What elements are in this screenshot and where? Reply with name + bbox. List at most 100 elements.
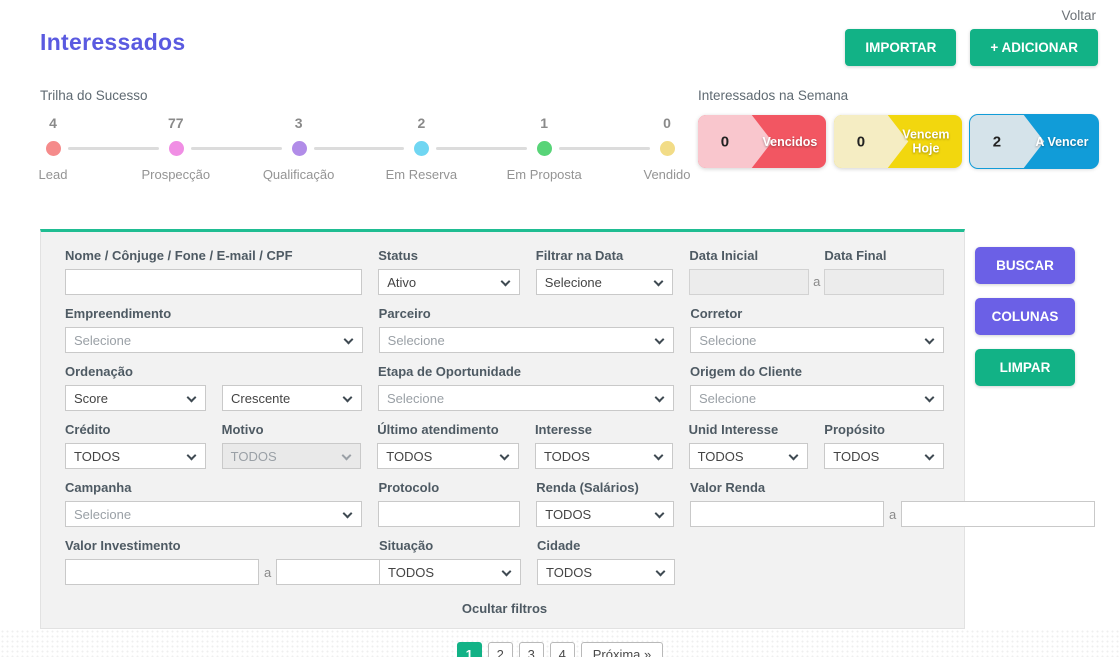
week-badge-1[interactable]: 0 Vencem Hoje — [834, 115, 962, 168]
next-page-button[interactable]: Próxima » — [580, 642, 664, 657]
select-value: TODOS — [833, 448, 880, 464]
ordenacao-select[interactable]: Score — [65, 385, 206, 411]
filter-label: Data Inicial — [689, 248, 759, 263]
chevron-down-icon — [653, 450, 664, 461]
status-select[interactable]: Ativo — [378, 269, 520, 295]
hide-filters-link[interactable]: Ocultar filtros — [461, 601, 548, 616]
ultimo_atendimento-select[interactable]: TODOS — [377, 443, 519, 469]
page-button-1[interactable]: 1 — [456, 642, 482, 657]
select-value: Selecione — [387, 390, 445, 406]
select-value: TODOS — [230, 448, 277, 464]
back-link[interactable]: Voltar — [1061, 8, 1096, 23]
step-label: Qualificação — [262, 167, 335, 182]
filter-label: Data Final — [824, 248, 887, 263]
renda-select[interactable]: TODOS — [536, 501, 674, 527]
filter-label: Nome / Cônjuge / Fone / E-mail / CPF — [65, 248, 293, 263]
add-button[interactable]: + ADICIONAR — [970, 29, 1098, 66]
valor_investimento-from-input[interactable] — [65, 559, 259, 585]
page-button-2[interactable]: 2 — [487, 642, 513, 657]
pagination: 1 2 3 4 Próxima » — [0, 629, 1120, 657]
step-count: 2 — [417, 115, 426, 131]
filter-label: Campanha — [65, 480, 132, 495]
filter-row-4: Crédito TODOS Motivo TODOS Último atendime… — [65, 422, 944, 469]
chevron-down-icon — [788, 450, 799, 461]
success-track-section: Trilha do Sucesso 4 Lead 77 Prospecção 3 Qual… — [38, 88, 691, 187]
origem_cliente-select[interactable]: Selecione — [690, 385, 944, 411]
step-label: Em Proposta — [506, 167, 582, 182]
filter-label: Renda (Salários) — [536, 480, 639, 495]
valor_renda-to-input[interactable] — [901, 501, 1096, 527]
filter-label: Ordenação — [65, 364, 133, 379]
filter-label: Propósito — [824, 422, 885, 437]
range-separator: a — [889, 506, 897, 522]
filter-field-ordenacao-direcao: Crescente — [222, 364, 362, 411]
page-button-4[interactable]: 4 — [549, 642, 575, 657]
select-value: TODOS — [543, 448, 590, 464]
filter-label: Interesse — [534, 422, 593, 437]
nome-input[interactable] — [65, 269, 363, 295]
chevron-down-icon — [924, 392, 935, 403]
badge-label: Vencem Hoje — [902, 127, 950, 156]
corretor-select[interactable]: Selecione — [690, 327, 945, 353]
track-step-4: 1 Em Proposta — [507, 115, 654, 187]
filter-label: Empreendimento — [65, 306, 172, 321]
select-value: TODOS — [545, 506, 592, 522]
filter-label: Último atendimento — [377, 422, 499, 437]
chevron-down-icon — [500, 276, 511, 287]
proposito-select[interactable]: TODOS — [824, 443, 944, 469]
etapa_oportunidade-select[interactable]: Selecione — [378, 385, 674, 411]
step-connector — [190, 147, 282, 150]
select-value: TODOS — [386, 448, 433, 464]
track-step-0: 4 Lead — [38, 115, 163, 187]
badge-label: A Vencer — [1035, 134, 1089, 149]
page-button-3[interactable]: 3 — [518, 642, 544, 657]
credito-select[interactable]: TODOS — [65, 443, 206, 469]
unid_interesse-select[interactable]: TODOS — [688, 443, 809, 469]
select-value: Selecione — [74, 332, 132, 348]
valor_renda-from-input[interactable] — [690, 501, 884, 527]
week-badge-2[interactable]: 2 A Vencer — [970, 115, 1098, 168]
step-dot — [537, 141, 553, 156]
buscar-button[interactable]: BUSCAR — [975, 247, 1075, 284]
interesse-select[interactable]: TODOS — [534, 443, 673, 469]
filter-label: Motivo — [221, 422, 264, 437]
select-value: Selecione — [699, 390, 757, 406]
empreendimento-select[interactable]: Selecione — [65, 327, 363, 353]
chevron-down-icon — [186, 392, 197, 403]
parceiro-select[interactable]: Selecione — [378, 327, 675, 353]
side-actions: BUSCAR COLUNAS LIMPAR — [975, 247, 1075, 386]
motivo-select: TODOS — [221, 443, 362, 469]
filter-label: Origem do Cliente — [690, 364, 802, 379]
week-summary-section: Interessados na Semana 0 Vencidos 0 Vencem … — [698, 88, 1098, 187]
limpar-button[interactable]: LIMPAR — [975, 349, 1075, 386]
chevron-down-icon — [924, 334, 935, 345]
select-value: Ativo — [387, 274, 417, 290]
badge-count: 0 — [720, 133, 730, 150]
filter-field-situacao: Situação TODOS — [379, 538, 521, 585]
cidade-select[interactable]: TODOS — [537, 559, 675, 585]
step-label: Lead — [38, 167, 68, 182]
campanha-select[interactable]: Selecione — [65, 501, 363, 527]
colunas-button[interactable]: COLUNAS — [975, 298, 1075, 335]
success-track: 4 Lead 77 Prospecção 3 Qualificação 2 Em Reserv… — [38, 115, 691, 187]
filtrar_na_data-select[interactable]: Selecione — [535, 269, 674, 295]
filter-field-valor-investimento: Valor Investimento a — [65, 538, 471, 585]
protocolo-input[interactable] — [378, 501, 521, 527]
step-label: Prospecção — [141, 167, 211, 182]
filter-label: Valor Investimento — [65, 538, 181, 553]
select-value: Selecione — [387, 332, 445, 348]
select-value: Selecione — [544, 274, 602, 290]
ordenacao_direcao-select[interactable]: Crescente — [222, 385, 362, 411]
import-button[interactable]: IMPORTAR — [845, 29, 957, 66]
situacao-select[interactable]: TODOS — [379, 559, 521, 585]
step-count: 4 — [49, 115, 57, 131]
filter-row-3: Ordenação Score Crescente Etapa de Oportu… — [65, 364, 944, 411]
chevron-down-icon — [653, 276, 664, 287]
filter-field-nome: Nome / Cônjuge / Fone / E-mail / CPF — [65, 248, 363, 295]
valor_investimento-range: a — [65, 559, 471, 585]
data_inicial-input — [689, 269, 810, 295]
filter-field-parceiro: Parceiro Selecione — [378, 306, 675, 353]
track-step-2: 3 Qualificação — [263, 115, 409, 187]
week-badge-0[interactable]: 0 Vencidos — [698, 115, 826, 168]
filter-field-ultimo-atendimento: Último atendimento TODOS — [377, 422, 519, 469]
